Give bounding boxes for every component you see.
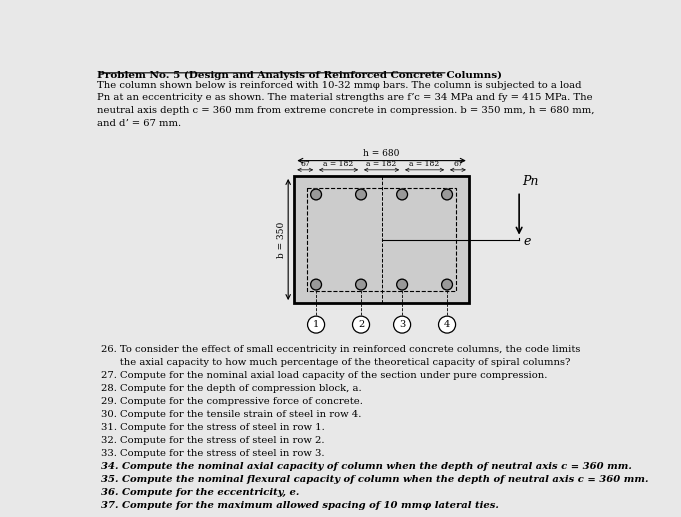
Text: 1: 1: [313, 320, 319, 329]
Text: 2: 2: [358, 320, 364, 329]
Text: a = 182: a = 182: [366, 160, 397, 169]
Text: a = 182: a = 182: [409, 160, 440, 169]
Text: 27. Compute for the nominal axial load capacity of the section under pure compre: 27. Compute for the nominal axial load c…: [101, 371, 547, 381]
Text: Problem No. 5 (Design and Analysis of Reinforced Concrete Columns): Problem No. 5 (Design and Analysis of Re…: [97, 71, 502, 81]
Bar: [306, 188, 456, 291]
Text: 36. Compute for the eccentricity, e.: 36. Compute for the eccentricity, e.: [101, 488, 299, 497]
Text: 33. Compute for the stress of steel in row 3.: 33. Compute for the stress of steel in r…: [101, 449, 324, 458]
Circle shape: [311, 279, 321, 290]
Text: 31. Compute for the stress of steel in row 1.: 31. Compute for the stress of steel in r…: [101, 423, 324, 432]
Circle shape: [396, 189, 407, 200]
Text: 67: 67: [453, 160, 463, 169]
Text: 4: 4: [444, 320, 450, 329]
Circle shape: [441, 189, 452, 200]
Text: b = 350: b = 350: [277, 221, 286, 257]
Text: Pn: Pn: [522, 175, 539, 188]
Circle shape: [353, 316, 370, 333]
Text: The column shown below is reinforced with 10-32 mmφ bars. The column is subjecte: The column shown below is reinforced wit…: [97, 81, 595, 128]
Text: 29. Compute for the compressive force of concrete.: 29. Compute for the compressive force of…: [101, 397, 362, 406]
Text: 37. Compute for the maximum allowed spacing of 10 mmφ lateral ties.: 37. Compute for the maximum allowed spac…: [101, 500, 498, 510]
Circle shape: [355, 189, 366, 200]
Circle shape: [396, 279, 407, 290]
Circle shape: [308, 316, 325, 333]
Text: 32. Compute for the stress of steel in row 2.: 32. Compute for the stress of steel in r…: [101, 436, 324, 445]
Circle shape: [394, 316, 411, 333]
Circle shape: [311, 189, 321, 200]
Text: 3: 3: [399, 320, 405, 329]
Circle shape: [439, 316, 456, 333]
Text: a = 182: a = 182: [323, 160, 353, 169]
Text: 28. Compute for the depth of compression block, a.: 28. Compute for the depth of compression…: [101, 384, 361, 393]
Text: the axial capacity to how much percentage of the theoretical capacity of spiral : the axial capacity to how much percentag…: [101, 358, 570, 368]
Text: 26. To consider the effect of small eccentricity in reinforced concrete columns,: 26. To consider the effect of small ecce…: [101, 345, 580, 354]
Text: 30. Compute for the tensile strain of steel in row 4.: 30. Compute for the tensile strain of st…: [101, 410, 361, 419]
Text: h = 680: h = 680: [364, 149, 400, 158]
Text: e: e: [523, 235, 530, 248]
Text: 67: 67: [300, 160, 310, 169]
Circle shape: [355, 279, 366, 290]
Text: 35. Compute the nominal flexural capacity of column when the depth of neutral ax: 35. Compute the nominal flexural capacit…: [101, 475, 648, 484]
Circle shape: [441, 279, 452, 290]
Bar: [294, 176, 469, 303]
Text: 34. Compute the nominal axial capacity of column when the depth of neutral axis : 34. Compute the nominal axial capacity o…: [101, 462, 631, 471]
